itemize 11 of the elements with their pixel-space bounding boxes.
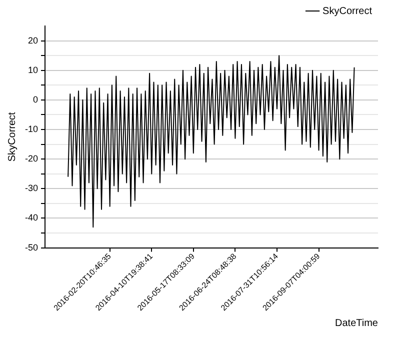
y-tick-label: -50 (24, 242, 38, 252)
y-tick-label: 10 (28, 64, 38, 75)
x-axis-title: DateTime (335, 318, 378, 329)
y-tick-label: -10 (24, 124, 38, 134)
y-tick-label: -20 (24, 154, 38, 164)
y-tick-label: 0 (32, 94, 38, 104)
y-axis-title: SkyCorrect (6, 112, 18, 162)
y-tick-label: -40 (24, 212, 38, 223)
y-tick-label: -30 (24, 183, 38, 194)
legend-label: SkyCorrect (322, 6, 372, 17)
y-tick-label: 20 (28, 35, 38, 46)
